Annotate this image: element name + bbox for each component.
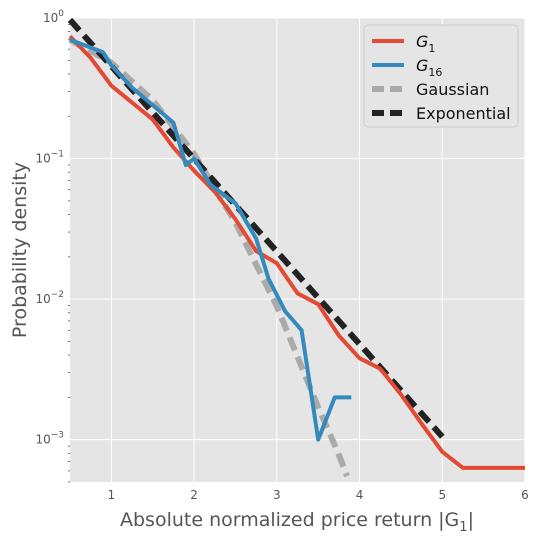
- y-tick-labels: 100 10−1 10−2 10−3: [35, 9, 64, 447]
- x-tick-label: 5: [438, 488, 446, 502]
- series-lines: [67, 17, 525, 478]
- x-tick-label: 1: [108, 488, 116, 502]
- legend-label: G1: [416, 32, 435, 55]
- y-tick-label: 10−3: [35, 431, 64, 447]
- x-tick-labels: 1 2 3 4 5 6: [108, 488, 529, 502]
- x-tick-label: 4: [356, 488, 364, 502]
- x-axis-label: Absolute normalized price return |G1|: [120, 509, 474, 535]
- grid: [70, 17, 526, 482]
- series-line: [69, 37, 352, 442]
- x-tick-label: 3: [273, 488, 281, 502]
- series-line: [68, 37, 350, 478]
- legend-label: Exponential: [416, 104, 511, 123]
- y-tick-label: 10−1: [35, 150, 64, 166]
- x-tick-label: 2: [190, 488, 198, 502]
- legend-label: G16: [416, 56, 442, 79]
- x-tick-label: 6: [521, 488, 529, 502]
- y-tick-label: 100: [43, 9, 64, 25]
- legend-box: [363, 24, 519, 128]
- y-minor-ticks: [68, 24, 70, 483]
- y-tick-label: 10−2: [35, 290, 64, 306]
- y-axis-label: Probability density: [9, 162, 31, 338]
- legend-label: Gaussian: [416, 80, 489, 99]
- series-line: [68, 35, 525, 470]
